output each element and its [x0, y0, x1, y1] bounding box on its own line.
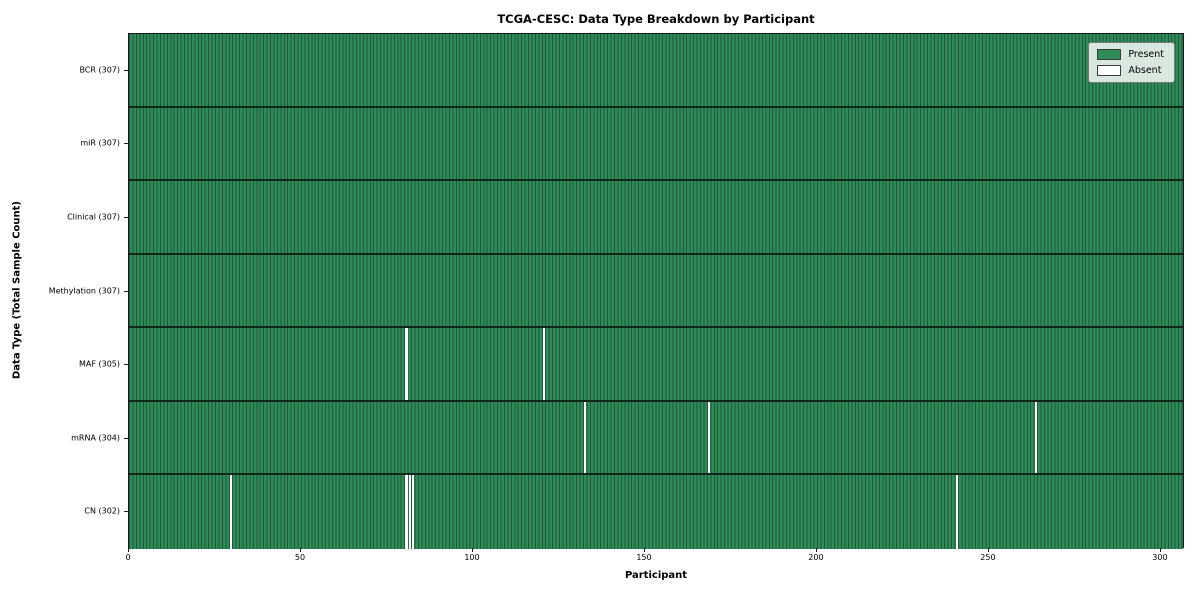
legend-swatch-absent-icon — [1097, 65, 1122, 76]
heatmap-row-bcr — [129, 34, 1183, 108]
y-tick-label-clinical: Clinical (307) — [67, 212, 120, 222]
x-tick-label-200: 200 — [808, 553, 824, 562]
x-tick-label-100: 100 — [464, 553, 480, 562]
y-axis-label: Data Type (Total Sample Count) — [11, 200, 23, 380]
legend: Present Absent — [1088, 42, 1175, 83]
y-tick-mark-clinical — [124, 216, 128, 218]
absent-cell-maf-120 — [542, 328, 546, 400]
absent-cell-cn-81 — [408, 475, 412, 549]
x-tick-label-150: 150 — [636, 553, 652, 562]
x-tick-mark-200 — [815, 548, 817, 552]
heatmap-row-maf — [129, 328, 1183, 402]
chart-title: TCGA-CESC: Data Type Breakdown by Partic… — [497, 12, 815, 26]
y-tick-mark-mir — [124, 143, 128, 145]
x-tick-mark-250 — [987, 548, 989, 552]
heatmap-row-clinical — [129, 181, 1183, 255]
y-tick-mark-cn — [124, 511, 128, 513]
heatmap-row-methylation — [129, 254, 1183, 329]
legend-swatch-present-icon — [1097, 49, 1122, 60]
x-tick-label-250: 250 — [980, 553, 996, 562]
x-tick-mark-150 — [643, 548, 645, 552]
legend-item-present: Present — [1097, 49, 1164, 60]
heatmap-row-mrna — [129, 401, 1183, 476]
y-tick-label-bcr: BCR (307) — [79, 65, 120, 75]
x-tick-mark-0 — [128, 548, 129, 552]
absent-cell-mrna-132 — [584, 401, 587, 474]
absent-cell-mrna-168 — [707, 401, 711, 474]
plot-area: Present Absent — [128, 33, 1184, 549]
y-tick-mark-methylation — [124, 290, 128, 292]
x-axis-label: Participant — [624, 570, 688, 581]
absent-cell-mrna-263 — [1034, 401, 1038, 474]
y-tick-mark-mrna — [124, 437, 128, 439]
x-tick-label-0: 0 — [125, 553, 131, 562]
y-tick-label-methylation: Methylation (307) — [48, 286, 120, 295]
heatmap-rows — [129, 34, 1183, 549]
legend-label-present: Present — [1128, 49, 1164, 60]
y-tick-mark-maf — [124, 364, 128, 366]
x-tick-label-50: 50 — [294, 553, 306, 562]
y-tick-label-maf: MAF (305) — [78, 359, 120, 369]
absent-cell-cn-82 — [412, 475, 415, 549]
x-tick-mark-50 — [299, 548, 301, 552]
y-tick-label-cn: CN (302) — [84, 506, 120, 516]
y-tick-label-mir: miR (307) — [80, 138, 120, 148]
legend-item-absent: Absent — [1097, 65, 1164, 76]
absent-cell-cn-240 — [955, 475, 958, 549]
y-tick-label-mrna: mRNA (304) — [71, 433, 120, 443]
absent-cell-cn-80 — [405, 475, 408, 549]
heatmap-row-cn — [129, 475, 1183, 549]
legend-label-absent: Absent — [1128, 65, 1162, 76]
heatmap-row-mir — [129, 107, 1183, 182]
absent-cell-cn-29 — [229, 475, 233, 549]
x-tick-mark-300 — [1159, 548, 1161, 552]
x-tick-mark-100 — [471, 548, 473, 552]
x-tick-label-300: 300 — [1152, 553, 1168, 562]
y-tick-mark-bcr — [124, 69, 128, 71]
absent-cell-maf-80 — [405, 328, 408, 400]
